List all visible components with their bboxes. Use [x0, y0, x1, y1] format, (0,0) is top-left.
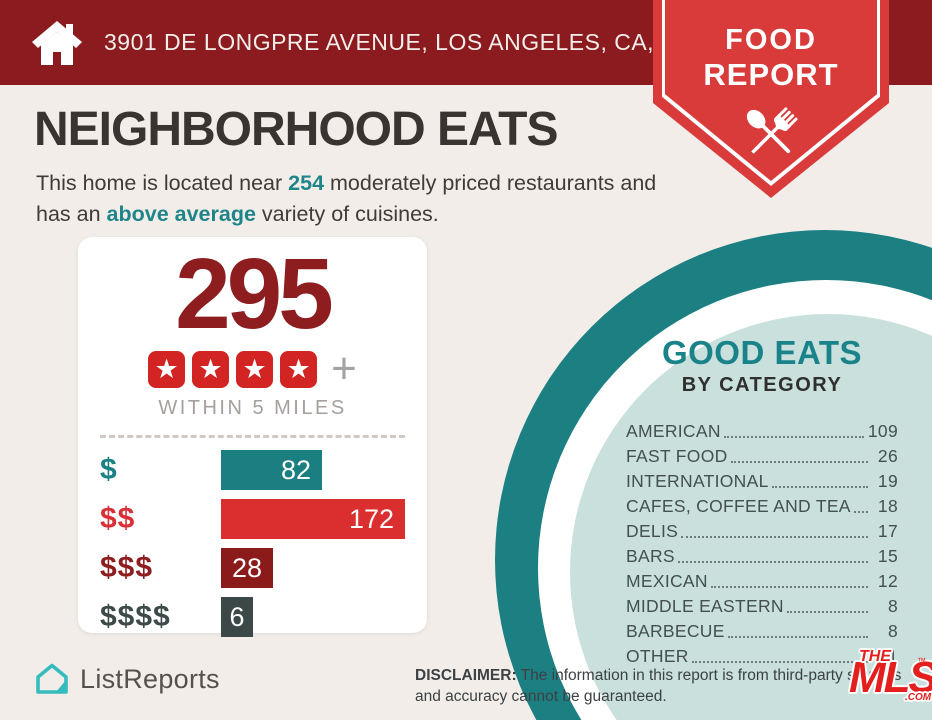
- price-level-row: $$$$ 6: [100, 597, 427, 637]
- category-label: OTHER: [626, 646, 689, 666]
- subtitle-text: variety of cuisines.: [255, 201, 439, 226]
- property-address: 3901 DE LONGPRE AVENUE, LOS ANGELES, CA,…: [104, 29, 728, 55]
- category-label: FAST FOOD: [626, 446, 728, 466]
- good-eats-panel: GOOD EATS BY CATEGORY AMERICAN 109 FAST FO…: [626, 334, 898, 667]
- star-icon: ★: [280, 350, 318, 388]
- category-row: AMERICAN 109: [626, 417, 898, 442]
- category-label: BARS: [626, 546, 675, 566]
- category-row: DELIS 17: [626, 517, 898, 542]
- restaurant-stats-card: 295 ★ ★ ★ ★ + WITHIN 5 MILES $82 $$ 172 $$$ 28 $$…: [78, 237, 427, 637]
- category-label: CAFES, COFFEE AND TEA: [626, 496, 851, 516]
- category-value: 8: [887, 596, 898, 616]
- category-value: 109: [867, 421, 898, 441]
- category-value: 26: [877, 446, 898, 466]
- price-level-row: $82: [100, 450, 427, 490]
- bar-value: 172: [348, 503, 394, 534]
- category-row: OTHER 21: [626, 642, 898, 667]
- price-level-label: $$: [100, 502, 136, 535]
- price-level-label: $$$: [100, 551, 154, 584]
- category-value: 21: [877, 646, 898, 666]
- category-row: CAFES, COFFEE AND TEA 18: [626, 492, 898, 517]
- star-icon: ★: [236, 350, 274, 388]
- listreports-wordmark: ListReports: [80, 663, 220, 694]
- rating-stars: ★ ★ ★ ★ +: [78, 344, 427, 394]
- good-eats-title: GOOD EATS: [661, 334, 863, 371]
- good-eats-subtitle: BY CATEGORY: [681, 374, 843, 396]
- price-level-bar: 172: [221, 499, 405, 539]
- category-label: BARBECUE: [626, 621, 725, 641]
- dotted-leader: [723, 436, 864, 438]
- food-report-ribbon: FOOD REPORT: [653, 0, 889, 198]
- category-label: AMERICAN: [626, 421, 721, 441]
- dotted-leader: [710, 586, 868, 588]
- price-level-row: $$ 172: [100, 499, 427, 539]
- star-icon: ★: [148, 350, 186, 388]
- price-level-label: $: [100, 453, 118, 486]
- radius-label: WITHIN 5 MILES: [158, 397, 347, 419]
- category-row: BARBECUE 8: [626, 617, 898, 642]
- dotted-leader: [681, 536, 868, 538]
- price-level-bar: 6: [221, 597, 253, 637]
- dashed-divider: [100, 435, 405, 438]
- category-label: INTERNATIONAL: [626, 471, 769, 491]
- price-level-bar: 82: [221, 450, 322, 490]
- variety-rating: above average: [106, 201, 256, 226]
- category-label: MEXICAN: [626, 571, 708, 591]
- category-value: 19: [877, 471, 898, 491]
- bar-value: 82: [280, 454, 311, 485]
- dotted-leader: [691, 661, 868, 663]
- dotted-leader: [677, 561, 868, 563]
- category-value: 17: [877, 521, 898, 541]
- house-icon: [32, 20, 82, 65]
- listreports-logo: ListReports: [34, 662, 220, 696]
- category-row: BARS 15: [626, 542, 898, 567]
- price-level-row: $$$ 28: [100, 548, 427, 588]
- price-bar-chart: $82 $$ 172 $$$ 28 $$$$ 6: [78, 450, 427, 637]
- dotted-leader: [853, 511, 868, 513]
- plus-icon: +: [331, 344, 357, 394]
- star-icon: ★: [192, 350, 230, 388]
- ribbon-title-line1: FOOD: [725, 24, 817, 56]
- dotted-leader: [730, 461, 868, 463]
- restaurant-count: 254: [288, 171, 325, 195]
- mls-com: .COM: [905, 692, 932, 703]
- dotted-leader: [727, 636, 868, 638]
- themls-logo: MLS THE .COM ™: [849, 646, 932, 710]
- subtitle-text: This home is located near: [36, 171, 289, 195]
- price-level-bar: 28: [221, 548, 273, 588]
- category-value: 12: [877, 571, 898, 591]
- dotted-leader: [771, 486, 868, 488]
- subtitle-text: moderately priced restaurants and has an: [36, 171, 657, 226]
- bar-value: 6: [229, 601, 245, 632]
- category-value: 18: [877, 496, 898, 516]
- total-restaurants-count: 295: [175, 238, 334, 350]
- category-label: DELIS: [626, 521, 679, 541]
- category-row: MEXICAN 12: [626, 567, 898, 592]
- category-value: 8: [887, 621, 898, 641]
- page-title: NEIGHBORHOOD EATS: [34, 103, 558, 156]
- disclaimer-text: DISCLAIMER: The information in this repo…: [415, 667, 902, 705]
- listreports-house-icon: [36, 663, 68, 694]
- price-level-label: $$$$: [100, 600, 171, 633]
- category-label: MIDDLE EASTERN: [626, 596, 784, 616]
- category-value: 15: [877, 546, 898, 566]
- bar-value: 28: [231, 552, 263, 583]
- category-list: AMERICAN 109 FAST FOOD 26 INTERNATIONAL 19 CAF…: [626, 417, 898, 667]
- mls-trademark: ™: [917, 656, 926, 666]
- category-row: INTERNATIONAL 19: [626, 467, 898, 492]
- dotted-leader: [786, 611, 868, 613]
- summary-sentence: This home is located near 254 moderately…: [36, 168, 666, 229]
- mls-the: THE: [859, 648, 891, 665]
- category-row: FAST FOOD 26: [626, 442, 898, 467]
- disclaimer-label: DISCLAIMER:: [415, 667, 517, 684]
- fork-and-spoon-icon: [746, 107, 798, 154]
- mls-wordmark: MLS: [849, 653, 932, 702]
- category-row: MIDDLE EASTERN 8: [626, 592, 898, 617]
- ribbon-title-line2: REPORT: [703, 57, 839, 92]
